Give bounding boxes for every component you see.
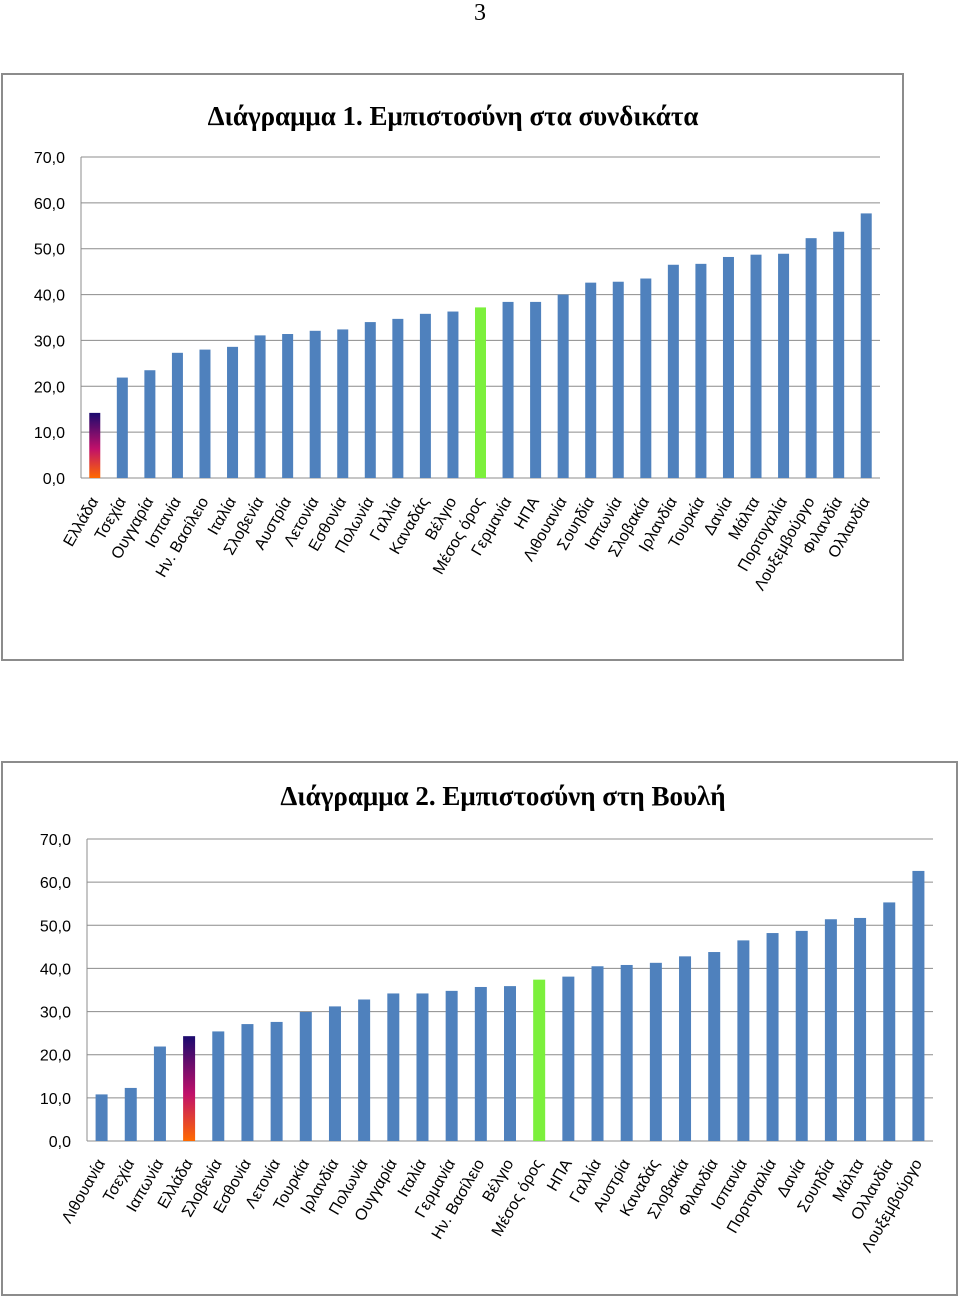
y-tick-label: 30,0 [40, 1005, 71, 1022]
bar-24 [795, 930, 808, 1141]
y-tick-label: 0,0 [43, 471, 65, 488]
bar-13 [474, 986, 487, 1141]
bar-10 [387, 993, 400, 1141]
y-tick-label: 10,0 [34, 425, 65, 442]
y-tick-label: 10,0 [40, 1091, 71, 1108]
y-tick-label: 70,0 [34, 150, 65, 167]
bar-1 [116, 377, 128, 478]
bar-6 [270, 1021, 283, 1141]
bar-21 [708, 952, 721, 1141]
bar-20 [640, 278, 652, 478]
bar-15 [533, 979, 546, 1141]
bar-28 [860, 213, 872, 478]
bar-19 [649, 962, 662, 1141]
x-tick-label: Λιθουανία [59, 1157, 109, 1227]
bar-2 [153, 1046, 166, 1141]
bar-3 [183, 1036, 196, 1141]
bar-5 [227, 346, 239, 478]
bar-8 [328, 1006, 341, 1141]
bar-4 [212, 1031, 225, 1141]
bar-6 [254, 335, 266, 478]
bar-12 [419, 313, 431, 478]
chart-panel-2: Διάγραμμα 2. Εμπιστοσύνη στη Βουλή 0,0 10,… [1, 761, 958, 1296]
y-tick-label: 40,0 [34, 288, 65, 305]
y-tick-label: 20,0 [34, 379, 65, 396]
y-tick-label: 50,0 [34, 242, 65, 259]
bar-20 [679, 956, 692, 1141]
bar-16 [562, 976, 575, 1141]
bar-24 [750, 254, 762, 478]
chart-panel-1: Διάγραμμα 1. Εμπιστοσύνη στα συνδικάτα 0,… [1, 73, 904, 661]
bar-11 [392, 318, 404, 478]
y-tick-label: 60,0 [40, 875, 71, 892]
bar-23 [766, 933, 779, 1141]
bar-22 [695, 263, 707, 478]
bar-8 [309, 330, 321, 478]
bar-0 [89, 412, 101, 478]
chart-title: Διάγραμμα 1. Εμπιστοσύνη στα συνδικάτα [208, 101, 699, 131]
bar-27 [833, 231, 845, 478]
bar-23 [722, 256, 734, 478]
bar-chart-1: Διάγραμμα 1. Εμπιστοσύνη στα συνδικάτα 0,… [34, 101, 880, 594]
bar-4 [199, 349, 211, 478]
bar-18 [585, 282, 597, 478]
y-tick-label: 0,0 [49, 1134, 71, 1151]
x-tick-label: Ελλάδα [61, 495, 103, 550]
bar-9 [358, 999, 371, 1141]
bar-25 [824, 919, 837, 1141]
bar-14 [475, 307, 486, 478]
bar-17 [557, 294, 569, 478]
bar-18 [620, 964, 633, 1141]
bar-17 [591, 966, 604, 1141]
bar-26 [854, 917, 867, 1141]
y-tick-label: 70,0 [40, 832, 71, 849]
bar-28 [912, 870, 925, 1141]
bar-14 [504, 986, 516, 1141]
bar-27 [883, 902, 896, 1141]
bar-2 [144, 370, 156, 478]
bar-5 [241, 1024, 254, 1141]
bar-13 [447, 311, 459, 478]
bar-0 [95, 1094, 108, 1141]
y-tick-label: 50,0 [40, 918, 71, 935]
y-tick-label: 20,0 [40, 1048, 71, 1065]
bar-26 [805, 238, 817, 478]
bar-7 [282, 334, 294, 478]
bar-9 [337, 329, 349, 478]
bar-15 [502, 301, 514, 478]
page-number: 3 [474, 0, 486, 26]
bar-22 [737, 940, 750, 1141]
bar-25 [778, 253, 790, 478]
bar-19 [612, 281, 624, 478]
bar-chart-2: Διάγραμμα 2. Εμπιστοσύνη στη Βουλή 0,0 10,… [40, 781, 933, 1256]
bar-21 [667, 264, 679, 478]
bar-16 [530, 301, 542, 478]
y-tick-label: 40,0 [40, 961, 71, 978]
y-tick-label: 60,0 [34, 196, 65, 213]
bar-11 [416, 993, 429, 1141]
bar-12 [445, 990, 458, 1141]
bar-7 [299, 1012, 312, 1141]
y-tick-label: 30,0 [34, 333, 65, 350]
chart-title: Διάγραμμα 2. Εμπιστοσύνη στη Βουλή [280, 781, 725, 811]
bar-1 [124, 1087, 137, 1141]
bar-3 [171, 352, 183, 478]
bar-10 [364, 322, 376, 478]
